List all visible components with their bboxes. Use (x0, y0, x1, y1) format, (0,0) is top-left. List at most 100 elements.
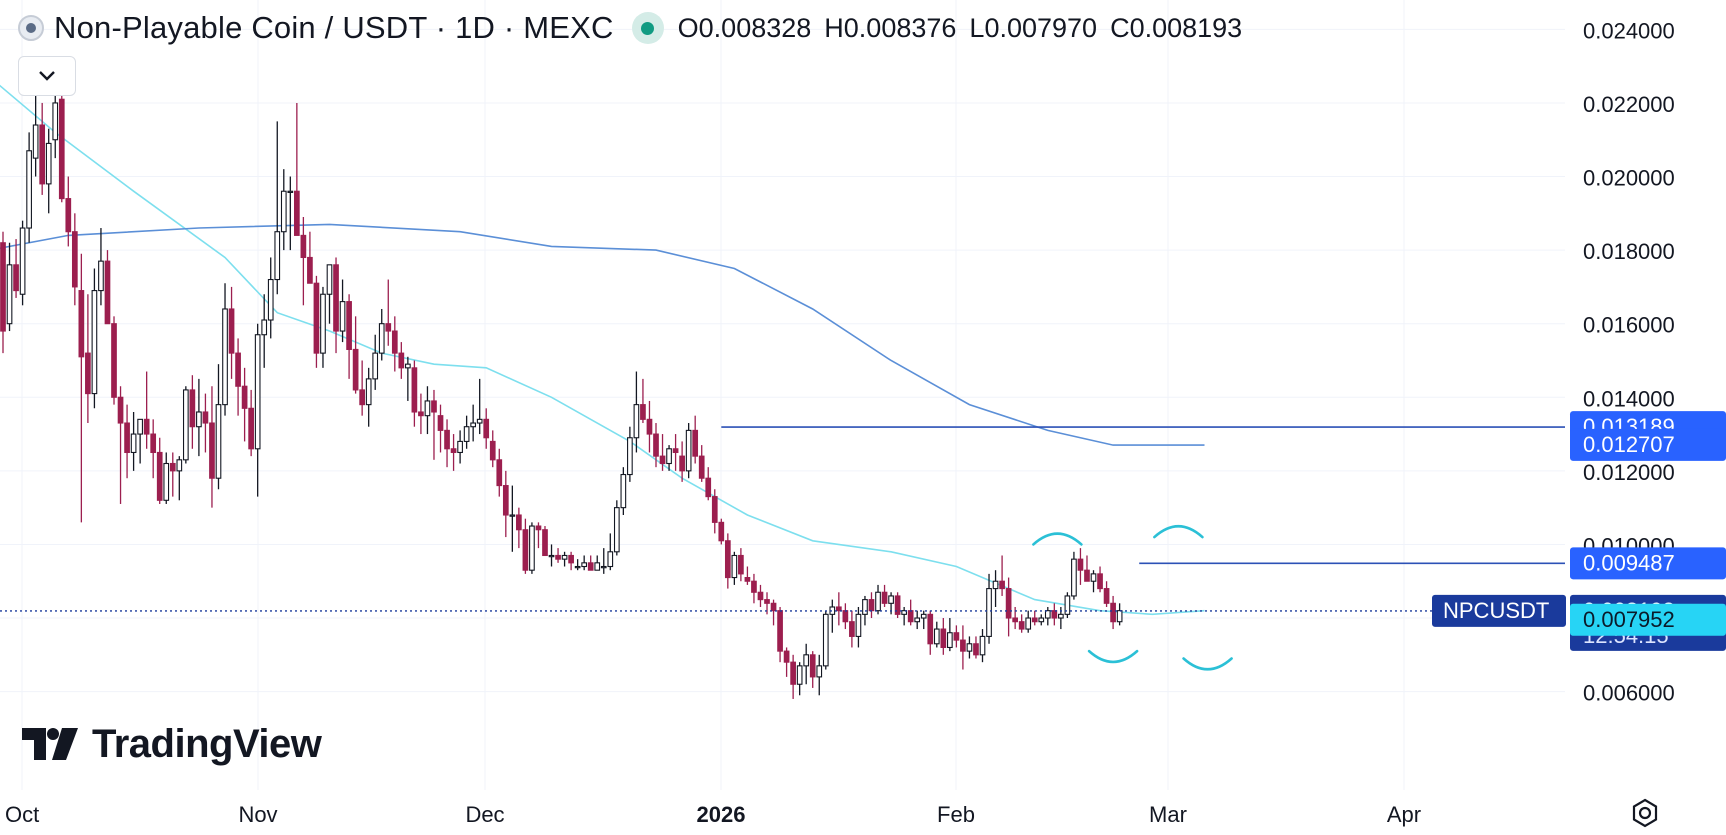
candle-body[interactable] (411, 367, 418, 413)
candle-body[interactable] (91, 290, 98, 395)
candle-body[interactable] (718, 521, 725, 542)
candle-body[interactable] (58, 98, 65, 200)
candle-body[interactable] (196, 411, 202, 428)
candle-body[interactable] (731, 554, 738, 579)
candle-body[interactable] (946, 632, 953, 649)
candle-body[interactable] (189, 389, 196, 428)
candle-body[interactable] (418, 411, 424, 417)
candle-body[interactable] (457, 440, 463, 454)
candle-body[interactable] (163, 462, 170, 501)
candle-body[interactable] (809, 654, 816, 678)
candle-body[interactable] (424, 400, 431, 417)
candle-body[interactable] (1012, 617, 1018, 623)
candle-body[interactable] (104, 260, 111, 325)
candle-body[interactable] (574, 565, 581, 569)
candle-body[interactable] (640, 404, 646, 420)
chart-settings-button[interactable] (1630, 798, 1660, 833)
candle-body[interactable] (1018, 621, 1025, 630)
candle-body[interactable] (973, 643, 979, 656)
candle-body[interactable] (320, 293, 326, 354)
candle-body[interactable] (653, 433, 659, 457)
candle-body[interactable] (757, 591, 764, 601)
candle-body[interactable] (326, 264, 333, 295)
candle-body[interactable] (431, 400, 437, 413)
candle-body[interactable] (463, 426, 470, 442)
candle-body[interactable] (738, 554, 744, 575)
candle-body[interactable] (98, 260, 104, 292)
candle-body[interactable] (698, 455, 705, 479)
candle-body[interactable] (927, 613, 934, 645)
candle-body[interactable] (966, 643, 973, 652)
candle-body[interactable] (535, 525, 542, 531)
candle-body[interactable] (182, 389, 189, 461)
candle-body[interactable] (914, 617, 921, 623)
candle-body[interactable] (581, 562, 588, 568)
candle-body[interactable] (19, 227, 26, 295)
candle-body[interactable] (855, 613, 862, 637)
candle-body[interactable] (405, 363, 411, 369)
candle-body[interactable] (1025, 617, 1032, 630)
candle-body[interactable] (568, 554, 574, 564)
candle-body[interactable] (235, 352, 241, 387)
candle-body[interactable] (6, 264, 13, 325)
candle-body[interactable] (1058, 613, 1064, 619)
candle-body[interactable] (907, 610, 914, 623)
candle-body[interactable] (816, 665, 823, 678)
candle-body[interactable] (483, 418, 490, 439)
candle-body[interactable] (222, 308, 228, 406)
candle-body[interactable] (796, 665, 803, 685)
candle-body[interactable] (901, 610, 907, 615)
candle-body[interactable] (150, 433, 157, 454)
candle-body[interactable] (692, 429, 699, 457)
tradingview-logo[interactable]: TradingView (22, 720, 322, 768)
candle-body[interactable] (979, 635, 986, 656)
candle-body[interactable] (1031, 617, 1038, 623)
candle-body[interactable] (378, 323, 385, 354)
candle-body[interactable] (685, 429, 692, 472)
candle-body[interactable] (770, 602, 777, 612)
candle-body[interactable] (751, 580, 757, 593)
candle-body[interactable] (13, 264, 19, 292)
candle-body[interactable] (594, 562, 601, 571)
candle-body[interactable] (346, 301, 352, 350)
candle-body[interactable] (489, 440, 496, 461)
candle-body[interactable] (1077, 558, 1084, 571)
candle-body[interactable] (992, 580, 999, 590)
candle-body[interactable] (117, 396, 124, 424)
candle-body[interactable] (881, 591, 888, 604)
candle-body[interactable] (849, 621, 855, 637)
candle-body[interactable] (359, 389, 366, 406)
candle-body[interactable] (790, 661, 796, 685)
candle-body[interactable] (822, 613, 829, 667)
candle-body[interactable] (39, 124, 46, 185)
candle-body[interactable] (339, 301, 346, 332)
candle-body[interactable] (143, 418, 150, 435)
candle-body[interactable] (228, 308, 235, 354)
candle-body[interactable] (65, 198, 72, 233)
candle-body[interactable] (124, 422, 130, 454)
candle-body[interactable] (450, 448, 457, 454)
candle-body[interactable] (548, 554, 555, 558)
candle-body[interactable] (522, 529, 529, 571)
candle-body[interactable] (293, 190, 300, 236)
candle-body[interactable] (679, 455, 685, 472)
candle-body[interactable] (470, 422, 477, 428)
candle-body[interactable] (672, 448, 679, 454)
candle-body[interactable] (111, 323, 117, 398)
candle-body[interactable] (300, 234, 307, 259)
annotation-arc[interactable] (1153, 524, 1204, 539)
candle-body[interactable] (313, 282, 320, 354)
candle-body[interactable] (52, 102, 59, 141)
candle-body[interactable] (372, 352, 379, 380)
candle-body[interactable] (888, 595, 894, 604)
candle-body[interactable] (842, 610, 849, 623)
candle-body[interactable] (352, 348, 359, 391)
candle-body[interactable] (1044, 610, 1051, 619)
candle-body[interactable] (385, 323, 392, 332)
candle-body[interactable] (960, 639, 966, 652)
candle-body[interactable] (241, 385, 248, 409)
candle-body[interactable] (875, 591, 881, 612)
candle-body[interactable] (307, 256, 313, 284)
candle-body[interactable] (444, 429, 450, 450)
candle-body[interactable] (600, 565, 607, 569)
